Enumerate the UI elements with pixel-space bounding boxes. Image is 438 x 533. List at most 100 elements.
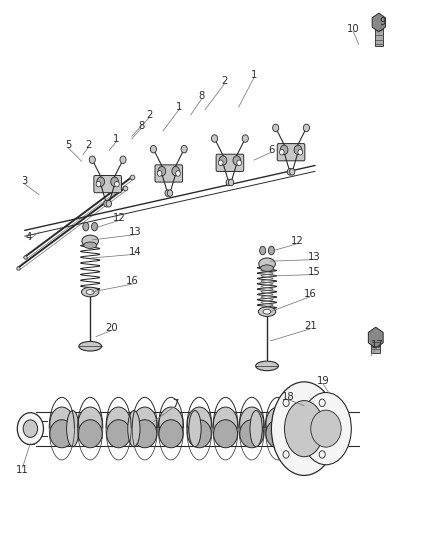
Ellipse shape — [50, 419, 74, 448]
FancyBboxPatch shape — [277, 143, 305, 161]
Circle shape — [237, 160, 241, 166]
Circle shape — [167, 190, 173, 196]
Circle shape — [115, 181, 119, 187]
Ellipse shape — [83, 222, 89, 231]
Circle shape — [106, 200, 112, 207]
Circle shape — [290, 168, 295, 175]
FancyBboxPatch shape — [216, 154, 244, 172]
Ellipse shape — [189, 410, 201, 447]
Ellipse shape — [159, 407, 183, 440]
Ellipse shape — [260, 246, 266, 255]
Ellipse shape — [268, 246, 275, 255]
Ellipse shape — [214, 419, 237, 448]
Text: 1: 1 — [113, 134, 120, 144]
Ellipse shape — [256, 361, 279, 370]
Circle shape — [311, 410, 341, 447]
Circle shape — [228, 179, 234, 186]
Ellipse shape — [92, 222, 98, 231]
Ellipse shape — [259, 258, 276, 270]
Circle shape — [157, 171, 162, 176]
Circle shape — [283, 451, 289, 458]
Circle shape — [280, 145, 288, 155]
Ellipse shape — [106, 407, 131, 440]
Text: 13: 13 — [308, 252, 321, 262]
Text: 12: 12 — [113, 213, 126, 223]
Ellipse shape — [50, 407, 74, 440]
Text: 13: 13 — [129, 227, 141, 237]
Ellipse shape — [263, 309, 271, 314]
Text: 8: 8 — [198, 91, 205, 101]
Circle shape — [181, 146, 187, 153]
Ellipse shape — [187, 407, 212, 440]
Circle shape — [212, 135, 218, 142]
Ellipse shape — [78, 407, 102, 440]
Circle shape — [176, 171, 180, 176]
Ellipse shape — [240, 419, 264, 448]
Text: 14: 14 — [129, 247, 141, 256]
Text: 7: 7 — [172, 399, 179, 409]
Ellipse shape — [106, 419, 131, 448]
Ellipse shape — [285, 401, 324, 457]
Text: 16: 16 — [304, 289, 316, 299]
Circle shape — [279, 149, 284, 155]
Text: 12: 12 — [291, 236, 304, 246]
Circle shape — [89, 156, 95, 164]
Text: 17: 17 — [371, 340, 383, 350]
Circle shape — [111, 177, 118, 187]
Circle shape — [158, 166, 166, 176]
Circle shape — [304, 124, 310, 132]
Text: 2: 2 — [146, 110, 152, 120]
Circle shape — [165, 190, 170, 196]
Text: 16: 16 — [126, 277, 139, 286]
Text: 21: 21 — [304, 321, 317, 331]
Text: 9: 9 — [380, 17, 386, 27]
Text: 11: 11 — [16, 465, 29, 474]
Ellipse shape — [272, 382, 337, 475]
Circle shape — [298, 149, 303, 155]
Circle shape — [233, 156, 240, 165]
Circle shape — [120, 156, 126, 164]
Ellipse shape — [300, 392, 351, 465]
Text: 15: 15 — [308, 267, 321, 277]
Circle shape — [242, 135, 248, 142]
Ellipse shape — [318, 407, 329, 451]
FancyBboxPatch shape — [155, 165, 183, 182]
Circle shape — [319, 399, 325, 407]
Circle shape — [97, 177, 105, 187]
Ellipse shape — [266, 407, 290, 440]
Circle shape — [219, 160, 223, 166]
Ellipse shape — [82, 235, 99, 247]
Text: 19: 19 — [317, 376, 329, 386]
Text: 1: 1 — [176, 102, 182, 112]
Text: 2: 2 — [85, 140, 91, 150]
Ellipse shape — [86, 289, 94, 294]
Circle shape — [283, 399, 289, 407]
Text: 4: 4 — [26, 232, 32, 243]
Ellipse shape — [81, 287, 99, 297]
Text: 10: 10 — [347, 25, 360, 35]
Ellipse shape — [159, 419, 183, 448]
Text: 3: 3 — [21, 176, 28, 187]
Text: 6: 6 — [268, 144, 275, 155]
Circle shape — [104, 200, 109, 207]
Text: 20: 20 — [106, 322, 118, 333]
Text: 18: 18 — [282, 392, 294, 402]
Ellipse shape — [250, 410, 262, 447]
Text: 8: 8 — [138, 120, 145, 131]
Circle shape — [294, 145, 302, 155]
Circle shape — [23, 420, 38, 438]
Ellipse shape — [266, 419, 290, 448]
Ellipse shape — [294, 407, 305, 451]
Ellipse shape — [258, 307, 276, 317]
Ellipse shape — [187, 419, 212, 448]
Ellipse shape — [128, 410, 140, 447]
Text: 2: 2 — [221, 77, 227, 86]
FancyBboxPatch shape — [371, 340, 380, 353]
Ellipse shape — [240, 407, 264, 440]
Text: 1: 1 — [251, 70, 257, 80]
Ellipse shape — [133, 419, 157, 448]
Circle shape — [319, 451, 325, 458]
Ellipse shape — [133, 407, 157, 440]
Circle shape — [172, 166, 180, 176]
Circle shape — [287, 168, 293, 175]
